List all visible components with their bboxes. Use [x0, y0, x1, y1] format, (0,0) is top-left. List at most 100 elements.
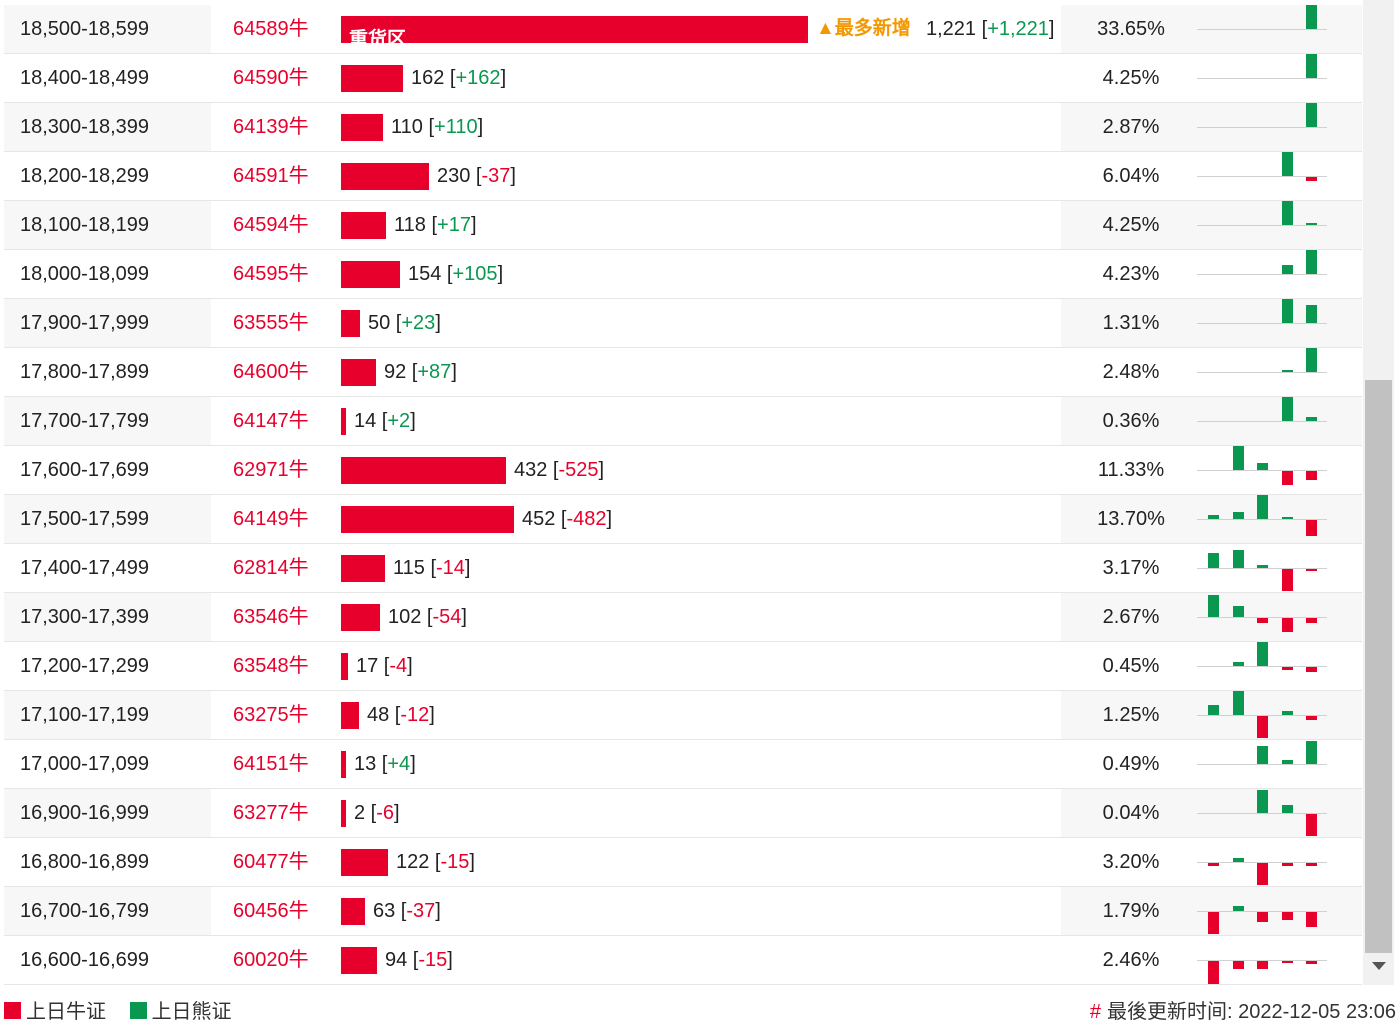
- ticker-link[interactable]: 64594牛: [211, 201, 339, 249]
- scroll-down-arrow-icon[interactable]: [1372, 962, 1386, 970]
- strike-range: 18,300-18,399: [20, 116, 150, 138]
- volume-bar-cell: 118 [+17]: [339, 201, 1061, 249]
- mini-history-chart: [1197, 397, 1327, 445]
- count-change: -37: [481, 165, 511, 187]
- mini-bar: [1281, 667, 1293, 670]
- count-number: 154: [408, 263, 442, 285]
- ticker-link[interactable]: 64139牛: [211, 103, 339, 151]
- mini-history-chart: [1197, 691, 1327, 739]
- mini-bar: [1257, 912, 1268, 922]
- most-added-note: ▲最多新增: [816, 18, 911, 39]
- mini-chart-baseline: [1197, 911, 1327, 912]
- ticker-link[interactable]: 64600牛: [233, 361, 309, 383]
- ticker-link[interactable]: 63275牛: [211, 691, 339, 739]
- percentage: 6.04%: [1102, 165, 1160, 187]
- percentage: 0.04%: [1102, 802, 1160, 824]
- ticker-link[interactable]: 63555牛: [211, 299, 339, 347]
- scrollbar-thumb[interactable]: [1365, 380, 1392, 953]
- percentage: 11.33%: [1097, 459, 1165, 481]
- table-row[interactable]: 18,300-18,399 64139牛 110 [+110] 2.87%: [4, 103, 1362, 152]
- legend-bear: 上日熊证: [129, 1001, 232, 1023]
- table-row[interactable]: 17,400-17,499 62814牛 115 [-14] 3.17%: [4, 544, 1362, 593]
- ticker-link[interactable]: 60456牛: [211, 887, 339, 935]
- volume-bar-cell: 110 [+110]: [339, 103, 1061, 151]
- table-row[interactable]: 16,800-16,899 60477牛 122 [-15] 3.20%: [4, 838, 1362, 887]
- table-row[interactable]: 17,000-17,099 64151牛 13 [+4] 0.49%: [4, 740, 1362, 789]
- table-row[interactable]: 17,100-17,199 63275牛 48 [-12] 1.25%: [4, 691, 1362, 740]
- ticker-link[interactable]: 63277牛: [211, 789, 339, 837]
- ticker-link[interactable]: 62971牛: [233, 459, 309, 481]
- ticker-link[interactable]: 64151牛: [233, 753, 309, 775]
- vertical-scrollbar[interactable]: [1363, 0, 1394, 985]
- percentage: 2.67%: [1102, 606, 1160, 628]
- mini-bar: [1232, 961, 1244, 969]
- ticker-link[interactable]: 64590牛: [233, 67, 309, 89]
- table-row[interactable]: 16,600-16,699 60020牛 94 [-15] 2.46%: [4, 936, 1362, 985]
- table-row[interactable]: 18,000-18,099 64595牛 154 [+105] 4.23%: [4, 250, 1362, 299]
- mini-bar: [1306, 569, 1317, 571]
- mini-bar: [1306, 5, 1317, 29]
- ticker-link[interactable]: 64591牛: [233, 165, 309, 187]
- mini-history-chart: [1197, 789, 1327, 837]
- mini-bar: [1306, 348, 1317, 372]
- table-row[interactable]: 17,900-17,999 63555牛 50 [+23] 1.31%: [4, 299, 1362, 348]
- ticker-link[interactable]: 63546牛: [211, 593, 339, 641]
- table-row[interactable]: 17,800-17,899 64600牛 92 [+87] 2.48%: [4, 348, 1362, 397]
- count-number: 162: [411, 67, 445, 89]
- mini-chart-baseline: [1197, 78, 1327, 79]
- mini-bar: [1306, 54, 1317, 78]
- volume-bar: [341, 65, 403, 92]
- mini-bar: [1281, 912, 1293, 920]
- volume-bar: [341, 849, 388, 876]
- mini-bar: [1257, 961, 1268, 969]
- mini-bar: [1281, 517, 1293, 519]
- count-value: 230 [-37]: [437, 165, 516, 187]
- table-row[interactable]: 17,200-17,299 63548牛 17 [-4] 0.45%: [4, 642, 1362, 691]
- table-row[interactable]: 18,500-18,599 64589牛 重货区 ▲最多新增 1,221 [+1,221…: [4, 5, 1362, 54]
- ticker-link[interactable]: 60477牛: [233, 851, 309, 873]
- strike-range: 18,200-18,299: [20, 165, 150, 187]
- ticker-link[interactable]: 64589牛: [211, 5, 339, 53]
- mini-history-chart: [1197, 887, 1327, 935]
- count-value: 102 [-54]: [388, 606, 467, 628]
- ticker-link[interactable]: 64149牛: [211, 495, 339, 543]
- table-row[interactable]: 17,500-17,599 64149牛 452 [-482] 13.70%: [4, 495, 1362, 544]
- strike-range: 16,800-16,899: [20, 851, 150, 873]
- count-change: +2: [387, 410, 411, 432]
- count-value: 1,221 [+1,221]: [926, 18, 1055, 40]
- strike-range: 17,300-17,399: [20, 606, 150, 628]
- ticker-link[interactable]: 62814牛: [233, 557, 309, 579]
- count-change: -37: [406, 900, 436, 922]
- volume-bar-cell: 13 [+4]: [339, 740, 1061, 788]
- strike-range: 18,100-18,199: [20, 214, 150, 236]
- mini-history-chart: [1197, 740, 1327, 788]
- ticker-link[interactable]: 60020牛: [233, 949, 309, 971]
- count-change: +105: [452, 263, 498, 285]
- volume-bar-cell: 92 [+87]: [339, 348, 1061, 396]
- volume-bar-cell: 122 [-15]: [339, 838, 1061, 886]
- mini-bar: [1306, 471, 1317, 480]
- mini-chart-baseline: [1197, 372, 1327, 373]
- table-row[interactable]: 16,900-16,999 63277牛 2 [-6] 0.04%: [4, 789, 1362, 838]
- volume-bar: [341, 163, 429, 190]
- table-row[interactable]: 16,700-16,799 60456牛 63 [-37] 1.79%: [4, 887, 1362, 936]
- volume-bar: [341, 604, 380, 631]
- table-row[interactable]: 17,700-17,799 64147牛 14 [+2] 0.36%: [4, 397, 1362, 446]
- percentage: 33.65%: [1097, 18, 1165, 40]
- ticker-link[interactable]: 63548牛: [233, 655, 309, 677]
- table-row[interactable]: 17,600-17,699 62971牛 432 [-525] 11.33%: [4, 446, 1362, 495]
- mini-history-chart: [1197, 642, 1327, 690]
- table-row[interactable]: 18,100-18,199 64594牛 118 [+17] 4.25%: [4, 201, 1362, 250]
- count-number: 1,221: [926, 18, 977, 40]
- strike-range: 16,900-16,999: [20, 802, 150, 824]
- ticker-link[interactable]: 64147牛: [211, 397, 339, 445]
- table-row[interactable]: 17,300-17,399 63546牛 102 [-54] 2.67%: [4, 593, 1362, 642]
- volume-bar: [341, 457, 506, 484]
- volume-bar-cell: 50 [+23]: [339, 299, 1061, 347]
- ticker-link[interactable]: 64595牛: [233, 263, 309, 285]
- mini-bar: [1281, 397, 1293, 421]
- mini-bar: [1306, 618, 1317, 623]
- table-row[interactable]: 18,200-18,299 64591牛 230 [-37] 6.04%: [4, 152, 1362, 201]
- table-row[interactable]: 18,400-18,499 64590牛 162 [+162] 4.25%: [4, 54, 1362, 103]
- mini-chart-baseline: [1197, 274, 1327, 275]
